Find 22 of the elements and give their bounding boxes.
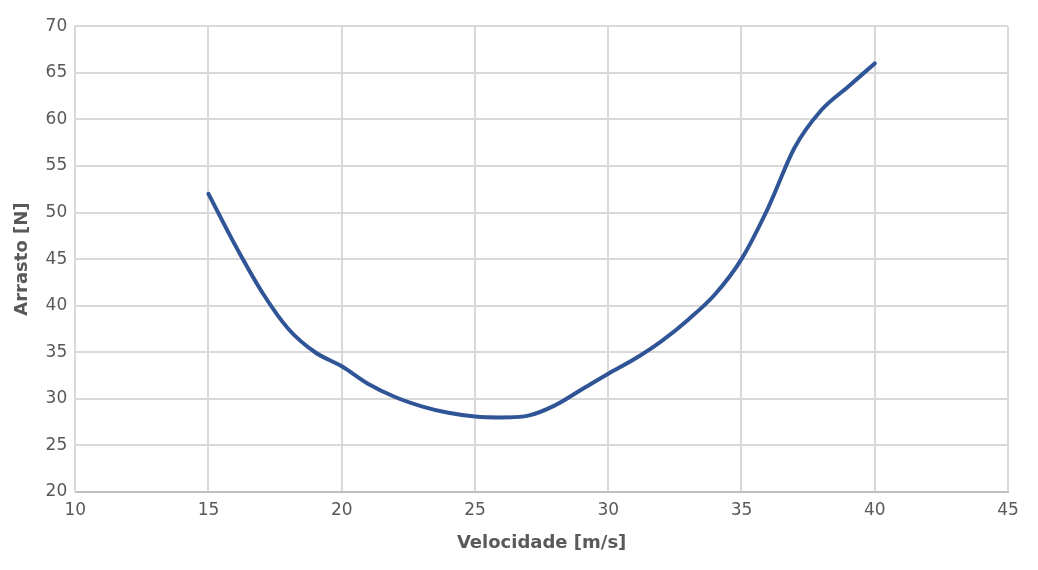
x-tick-label: 45 [997,498,1019,519]
x-tick-label: 35 [730,498,753,519]
y-tick-label: 70 [45,14,68,35]
x-tick-label: 30 [597,498,620,519]
y-tick-label: 30 [45,387,68,408]
y-tick-label: 50 [45,200,68,221]
x-tick-label: 25 [464,498,486,519]
y-tick-label: 20 [45,480,68,501]
x-tick-label: 20 [330,498,353,519]
y-tick-label: 45 [45,247,68,268]
line-series [206,61,877,420]
y-axis-title: Arrasto [N] [10,202,32,316]
x-tick-label: 15 [197,498,220,519]
x-tick-label: 10 [64,498,87,519]
x-tick-label: 40 [863,498,886,519]
y-tick-label: 35 [45,340,68,361]
x-axis-title: Velocidade [m/s] [456,530,627,552]
y-tick-label: 40 [45,294,68,315]
y-tick-label: 60 [45,107,68,128]
y-tick-label: 55 [45,154,68,175]
y-tick-label: 25 [45,433,68,454]
y-tick-label: 65 [45,61,68,82]
